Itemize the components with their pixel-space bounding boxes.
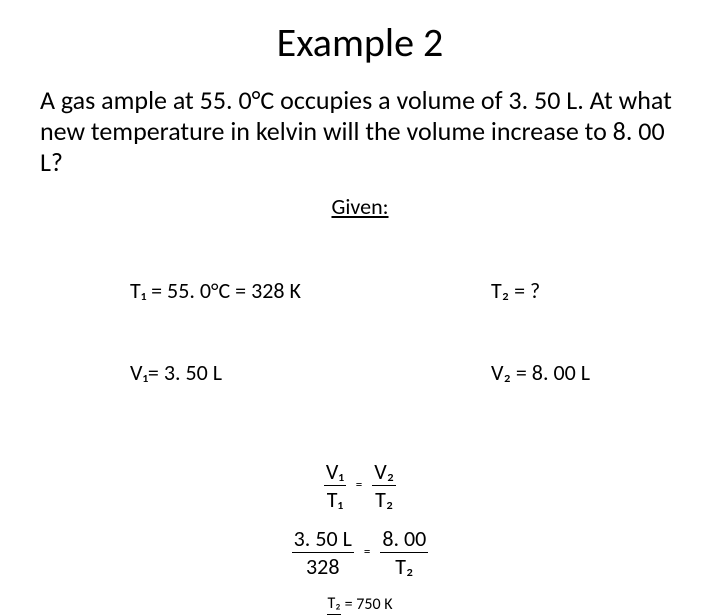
given-heading: Given: [130,193,590,220]
formula-right-den: T₂ [373,488,395,511]
subst-right-num: 8. 00 [380,527,428,550]
subst-left-num: 3. 50 L [292,527,354,550]
problem-statement: A gas ample at 55. 0°C occupies a volume… [40,85,680,179]
v2-value: V₂ = 8. 00 L [491,359,590,387]
given-block: Given: T₁ = 55. 0°C = 328 K V₁= 3. 50 L … [130,193,590,615]
answer-value: = 750 K [345,595,393,614]
equals-sign: = [354,478,364,493]
subst-left-fraction: 3. 50 L 328 [292,527,354,578]
substitution-equation: 3. 50 L 328 = 8. 00 T₂ [130,527,590,578]
subst-right-fraction: 8. 00 T₂ [380,527,428,578]
given-columns: T₁ = 55. 0°C = 328 K V₁= 3. 50 L T₂ = ? … [130,222,590,442]
subst-left-den: 328 [304,555,341,578]
subst-right-den: T₂ [393,555,415,578]
formula-left-num: V₁ [324,460,346,483]
formula-equation: V₁ T₁ = V₂ T₂ [130,460,590,511]
answer-variable: T₂ [327,594,340,615]
answer-var-text: T₂ [327,594,340,613]
example-title: Example 2 [40,18,680,67]
formula-left-fraction: V₁ T₁ [324,460,346,511]
v1-value: V₁= 3. 50 L [130,359,301,387]
formula-right-num: V₂ [372,460,396,483]
given-right-column: T₂ = ? V₂ = 8. 00 L [491,222,590,442]
answer-row: T₂ = 750 K [130,594,590,615]
t1-value: T₁ = 55. 0°C = 328 K [130,277,301,305]
given-left-column: T₁ = 55. 0°C = 328 K V₁= 3. 50 L [130,222,301,442]
equals-sign: = [362,545,372,560]
formula-left-den: T₁ [325,488,345,511]
formula-right-fraction: V₂ T₂ [372,460,396,511]
t2-value: T₂ = ? [491,277,590,305]
